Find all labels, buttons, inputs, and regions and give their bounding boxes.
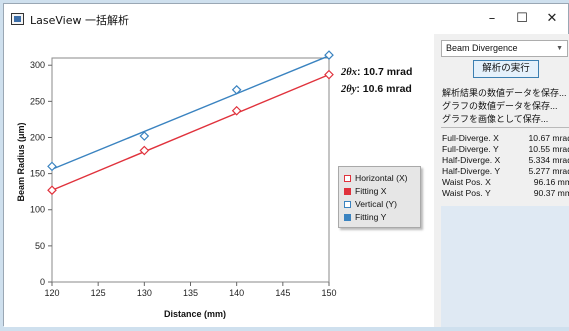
y-tick-label: 50 [35,241,45,251]
y-tick-label: 0 [40,277,45,287]
x-axis-label: Distance (mm) [164,309,226,319]
result-row: Waist Pos. X 96.16 mm [442,177,569,187]
legend-item-vertical: Vertical (Y) [344,199,397,209]
analysis-type-select[interactable]: Beam Divergence ▼ [441,40,568,57]
y-axis-label: Beam Radius (μm) [16,122,26,201]
chart-legend: Horizontal (X) Fitting X Vertical (Y) Fi… [338,166,421,228]
y-tick-label: 250 [30,96,45,106]
data-point [231,84,242,95]
theta-y-value: : 10.6 mrad [356,83,412,95]
legend-item-horizontal: Horizontal (X) [344,173,408,183]
result-row: Full-Diverge. X 10.67 mrad [442,133,569,143]
chart-axes: 120 125 130 135 140 145 150 0 50 100 150 200 250 300 [30,57,337,298]
save-results-link[interactable]: 解析結果の数値データを保存... [442,88,567,98]
run-analysis-button[interactable]: 解析の実行 [473,60,539,78]
x-tick-label: 135 [183,288,198,298]
close-button[interactable]: ✕ [546,11,558,26]
result-row: Half-Diverge. Y 5.277 mrad [442,166,569,176]
fit-line [51,73,330,191]
filled-red-square-icon [344,188,351,195]
divider [441,127,569,128]
analysis-type-value: Beam Divergence [446,43,518,53]
window-body: 120 125 130 135 140 145 150 0 50 100 150 200 250 300 … [4,34,569,327]
data-point [324,69,334,80]
data-point [139,131,150,141]
theta-x-symbol: 2θx [341,67,357,78]
result-row: Waist Pos. Y 90.37 mm [442,188,569,198]
x-tick-label: 150 [321,288,336,298]
theta-x-value: : 10.7 mrad [356,66,413,78]
x-tick-label: 145 [275,288,290,298]
title-bar[interactable]: LaseView 一括解析 – ☐ ✕ [4,4,568,34]
chart-area: 120 125 130 135 140 145 150 0 50 100 150 200 250 300 … [4,34,434,327]
data-point [47,161,57,172]
chevron-down-icon: ▼ [556,45,563,52]
x-tick-label: 140 [229,288,244,298]
open-red-square-icon [344,175,351,182]
divergence-x-annotation: 2θx: 10.7 mrad [341,66,412,78]
fit-line [51,55,330,170]
window-title: LaseView 一括解析 [30,14,129,27]
minimize-button[interactable]: – [488,11,496,26]
maximize-button[interactable]: ☐ [516,11,528,26]
y-tick-label: 200 [30,132,45,142]
results-table: Full-Diverge. X 10.67 mrad Full-Diverge. … [442,133,569,199]
chart-marks [47,50,334,196]
x-tick-label: 130 [137,288,152,298]
y-tick-label: 100 [30,205,45,215]
empty-panel-area [441,206,569,327]
divergence-chart: 120 125 130 135 140 145 150050100150200250300 … [16,50,337,319]
x-tick-label: 120 [44,288,59,298]
result-row: Full-Diverge. Y 10.55 mrad [442,144,569,154]
save-graph-image-link[interactable]: グラフを画像として保存... [442,114,549,124]
theta-y-symbol: 2θy [341,84,357,95]
y-tick-label: 300 [30,60,45,70]
open-blue-square-icon [344,201,351,208]
filled-blue-square-icon [344,214,351,221]
data-point [231,105,242,116]
divergence-y-annotation: 2θy: 10.6 mrad [341,83,412,95]
legend-item-fitting-y: Fitting Y [344,212,386,222]
save-graph-data-link[interactable]: グラフの数値データを保存... [442,101,558,111]
app-icon [11,13,24,25]
y-tick-label: 150 [30,169,45,179]
result-row: Half-Diverge. X 5.334 mrad [442,155,569,165]
data-point [47,185,57,196]
x-tick-label: 125 [91,288,106,298]
data-point [324,50,334,60]
analysis-panel: Beam Divergence ▼ 解析の実行 解析結果の数値データを保存...… [437,34,569,327]
legend-item-fitting-x: Fitting X [344,186,387,196]
app-window: LaseView 一括解析 – ☐ ✕ 120 125 130 135 140 145 15… [3,3,569,327]
data-point [139,145,150,156]
